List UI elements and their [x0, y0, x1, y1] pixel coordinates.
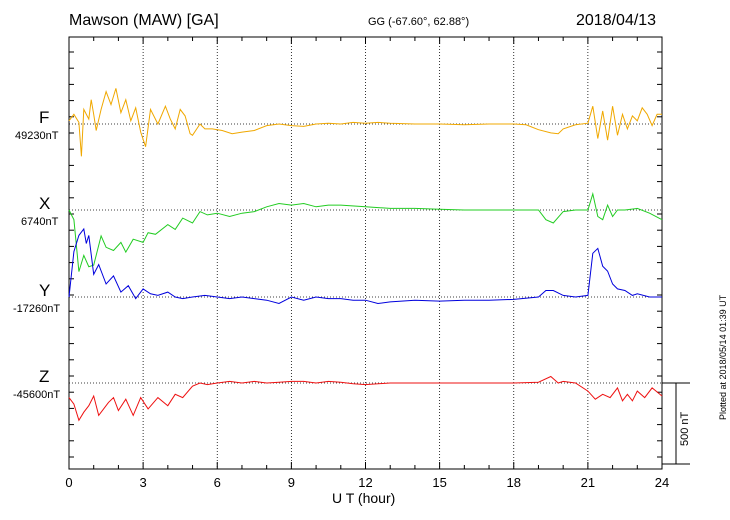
x-tick-label: 3	[140, 475, 147, 490]
chart-date: 2018/04/13	[576, 12, 657, 29]
baseline-label-z: -45600nT	[13, 389, 61, 401]
baseline-label-x: 6740nT	[21, 216, 59, 228]
series-label-f: F	[39, 108, 50, 127]
series-line-x	[68, 191, 663, 272]
series-line-z	[68, 375, 663, 422]
series-label-x: X	[39, 194, 51, 213]
x-tick-label: 0	[65, 475, 72, 490]
x-tick-label: 21	[581, 475, 595, 490]
x-axis-label: U T (hour)	[332, 490, 396, 506]
x-tick-label: 12	[358, 475, 372, 490]
series-label-y: Y	[39, 281, 51, 300]
series-line-f	[68, 88, 662, 157]
series-line-y	[68, 227, 662, 305]
x-tick-label: 6	[214, 475, 221, 490]
x-tick-label: 9	[288, 475, 295, 490]
series-label-z: Z	[39, 367, 50, 386]
x-tick-label: 24	[655, 475, 669, 490]
station-coordinates: GG (-67.60°, 62.88°)	[368, 16, 470, 28]
baseline-label-f: 49230nT	[15, 130, 59, 142]
x-tick-label: 18	[507, 475, 521, 490]
x-tick-label: 15	[432, 475, 446, 490]
baseline-label-y: -17260nT	[13, 303, 61, 315]
chart-title: Mawson (MAW) [GA]	[69, 12, 219, 29]
